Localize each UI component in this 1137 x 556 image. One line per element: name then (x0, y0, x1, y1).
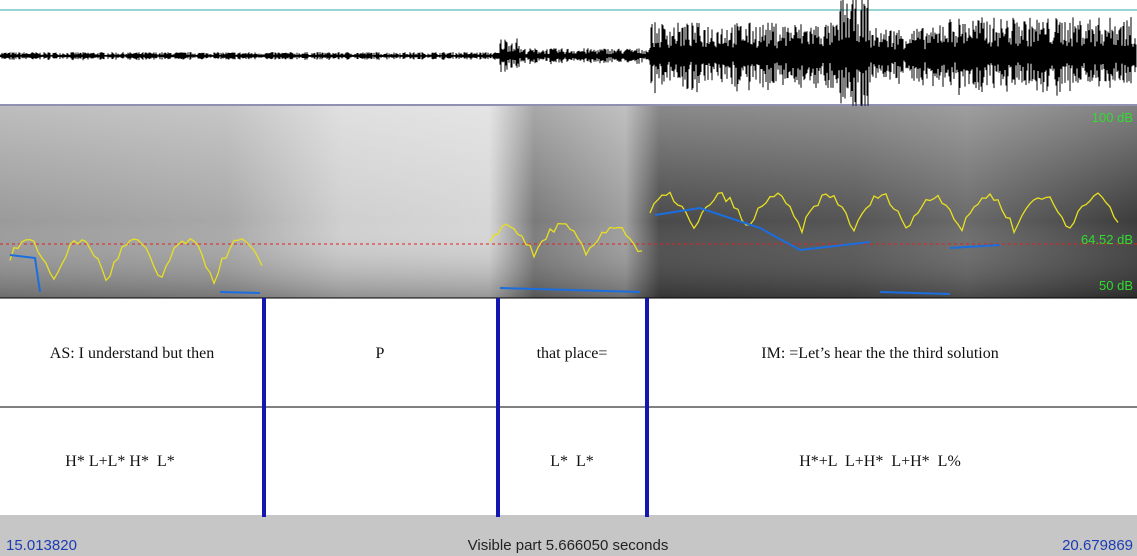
db-label: 64.52 dB (1081, 232, 1133, 247)
waveform (0, 0, 1136, 115)
spectrogram-shade (0, 106, 1137, 298)
interval-label: that place= (537, 345, 608, 362)
interval-label: P (376, 345, 385, 362)
interval-label: H*+L L+H* L+H* L% (799, 453, 961, 470)
waveform-path (0, 0, 1136, 115)
db-label: 100 dB (1092, 110, 1133, 125)
interval-label: L* L* (550, 453, 594, 470)
visible-part: Visible part 5.666050 seconds (468, 537, 669, 554)
db-label: 50 dB (1099, 278, 1133, 293)
end-time: 20.679869 (1062, 537, 1133, 554)
start-time: 15.013820 (6, 537, 77, 554)
interval-label: H* L+L* H* L* (65, 453, 174, 470)
interval-label: AS: I understand but then (50, 345, 214, 362)
praat-editor: 100 dB 64.52 dB 50 dB 15.013820 Visible … (0, 0, 1137, 556)
interval-label: IM: =Let’s hear the the third solution (761, 345, 998, 362)
